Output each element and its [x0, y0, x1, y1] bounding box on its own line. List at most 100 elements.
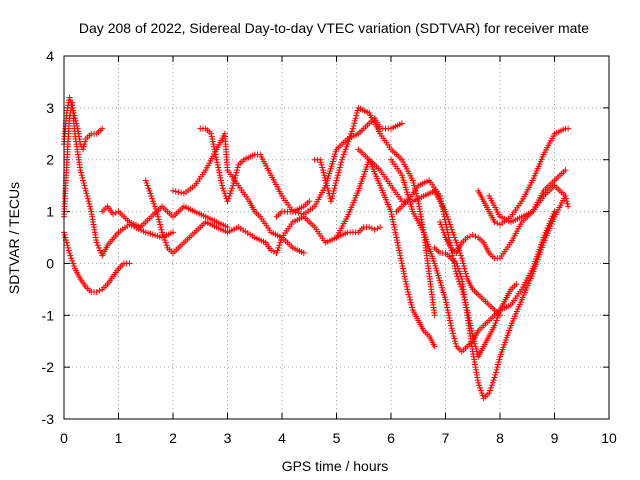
data-point: [331, 185, 338, 192]
data-point: [93, 288, 100, 295]
data-point: [328, 198, 335, 205]
data-point: [337, 161, 344, 168]
data-point: [496, 309, 503, 316]
data-point: [214, 161, 221, 168]
data-point: [351, 120, 358, 127]
data-point: [229, 185, 236, 192]
data-point: [446, 314, 453, 321]
data-point: [563, 195, 570, 202]
data-point: [409, 177, 416, 184]
data-point: [217, 177, 224, 184]
data-point: [230, 180, 237, 187]
data-point: [334, 174, 341, 181]
data-point: [492, 371, 499, 378]
data-point: [300, 250, 307, 257]
data-point: [407, 296, 414, 303]
data-point: [96, 247, 103, 254]
data-point: [398, 120, 405, 127]
data-point: [403, 281, 410, 288]
data-point: [462, 270, 469, 277]
data-point: [229, 182, 236, 189]
data-point: [80, 177, 87, 184]
data-point: [80, 180, 87, 187]
y-axis-title: SDTVAR / TECUs: [6, 182, 22, 294]
data-point: [492, 369, 499, 376]
data-point: [563, 198, 570, 205]
data-point: [84, 195, 91, 202]
data-point: [463, 273, 470, 280]
data-point: [325, 187, 332, 194]
data-point: [153, 208, 160, 215]
data-point: [431, 312, 438, 319]
data-point: [334, 172, 341, 179]
data-point: [210, 143, 217, 150]
data-point: [447, 322, 454, 329]
data-point: [144, 182, 151, 189]
data-point: [67, 252, 74, 259]
y-tick-label: -1: [42, 307, 55, 323]
data-point: [318, 161, 325, 168]
data-point: [96, 287, 103, 294]
data-point: [224, 224, 231, 231]
data-point: [319, 167, 326, 174]
data-point: [377, 224, 384, 231]
data-point: [225, 195, 232, 202]
data-point: [212, 151, 219, 158]
data-point: [340, 151, 347, 158]
data-point: [345, 138, 352, 145]
data-point: [476, 382, 483, 389]
data-point: [393, 234, 400, 241]
series-track-18: [475, 125, 572, 228]
data-point: [400, 268, 407, 275]
data-point: [61, 231, 68, 238]
chart-title: Day 208 of 2022, Sidereal Day-to-day VTE…: [79, 20, 589, 36]
data-point: [353, 110, 360, 117]
data-point: [397, 255, 404, 262]
data-point: [94, 242, 101, 249]
plot-frame: [63, 55, 610, 420]
data-point: [63, 239, 70, 246]
data-point: [339, 154, 346, 161]
data-point: [445, 309, 452, 316]
data-point: [405, 288, 412, 295]
data-point: [437, 193, 444, 200]
data-point: [231, 174, 238, 181]
data-point: [447, 320, 454, 327]
data-point: [402, 275, 409, 282]
data-point: [157, 224, 164, 231]
data-point: [348, 128, 355, 135]
data-point: [486, 390, 493, 397]
data-point: [213, 156, 220, 163]
data-point: [441, 216, 448, 223]
x-tick-label: 0: [60, 430, 68, 446]
data-point: [160, 231, 167, 238]
data-point: [494, 314, 501, 321]
y-tick-label: 2: [46, 152, 54, 168]
data-point: [126, 260, 133, 267]
data-point: [441, 231, 448, 238]
data-point: [348, 130, 355, 137]
data-point: [395, 242, 402, 249]
data-point: [323, 180, 330, 187]
data-point: [397, 252, 404, 259]
x-tick-label: 2: [169, 430, 177, 446]
data-point: [460, 260, 467, 267]
data-point: [442, 296, 449, 303]
data-point: [336, 164, 343, 171]
data-point: [460, 263, 467, 270]
data-point: [391, 224, 398, 231]
data-point: [80, 146, 87, 153]
data-point: [159, 229, 166, 236]
data-point: [404, 286, 411, 293]
data-point: [495, 358, 502, 365]
data-point: [208, 130, 215, 137]
data-point: [321, 172, 328, 179]
data-point: [396, 247, 403, 254]
x-tick-label: 3: [224, 430, 232, 446]
data-point: [146, 187, 153, 194]
data-point: [162, 239, 169, 246]
data-point: [431, 343, 438, 350]
data-point: [221, 190, 228, 197]
data-point: [513, 281, 520, 288]
data-point: [491, 218, 498, 225]
